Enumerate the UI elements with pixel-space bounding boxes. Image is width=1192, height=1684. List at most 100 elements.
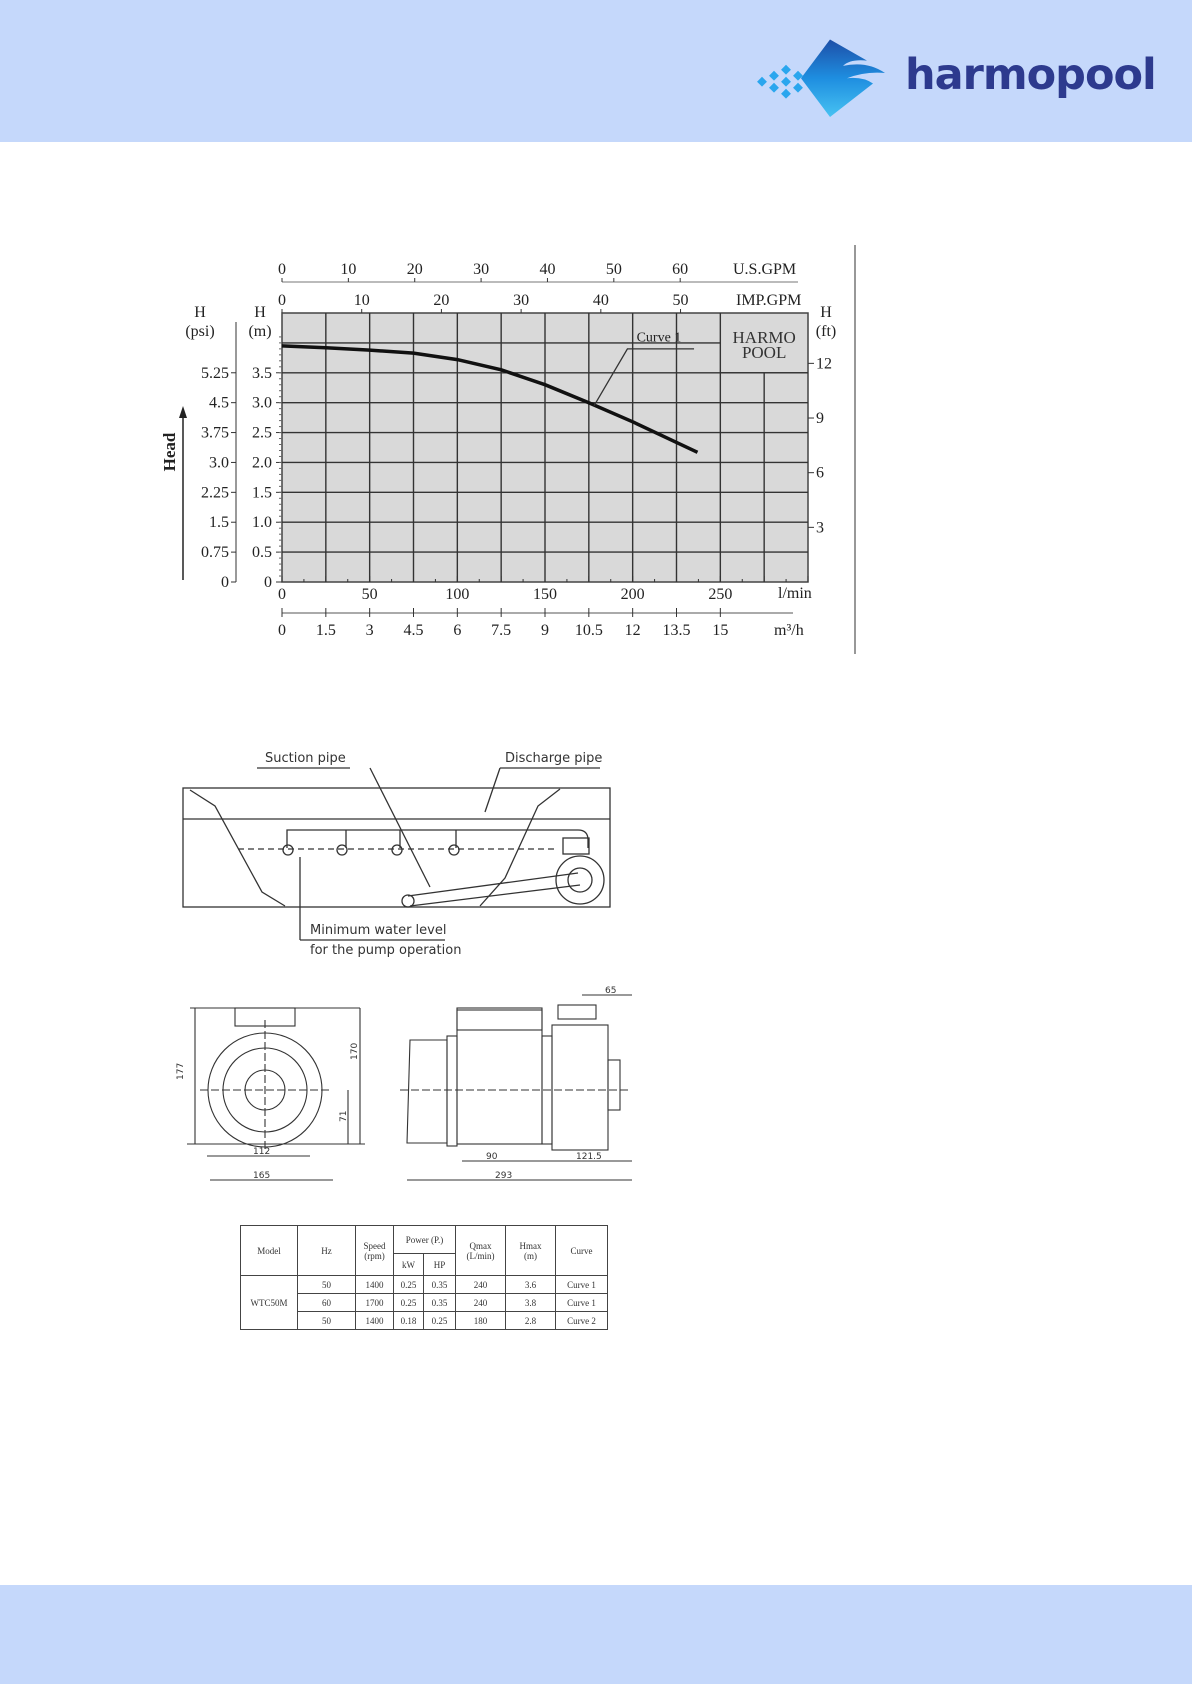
y-axis-label-ft: H xyxy=(820,304,832,321)
y-tick-label: 1.0 xyxy=(252,514,272,531)
y-tick-label: 1.5 xyxy=(252,484,272,501)
x-tick-label: 100 xyxy=(445,586,469,603)
suction-pipe-label: Suction pipe xyxy=(265,751,346,766)
th-model: Model xyxy=(240,1225,298,1276)
m3h-tick-label: 13.5 xyxy=(663,622,691,639)
psi-tick-label: 5.25 xyxy=(201,365,229,382)
dim-121-5: 121.5 xyxy=(576,1152,602,1162)
cell: 0.25 xyxy=(423,1311,456,1330)
m3h-tick-label: 12 xyxy=(625,622,641,639)
dim-90: 90 xyxy=(486,1152,498,1162)
psi-tick-label: 2.25 xyxy=(201,484,229,501)
dim-170: 170 xyxy=(350,1043,360,1060)
usgpm-tick-label: 20 xyxy=(407,261,423,278)
table-row: 50 1400 0.18 0.25 180 2.8 Curve 2 xyxy=(241,1311,608,1330)
ft-tick-label: 3 xyxy=(816,519,824,536)
cell: 50 xyxy=(297,1275,356,1294)
page-footer xyxy=(0,1585,1192,1684)
cell: 1400 xyxy=(355,1311,394,1330)
pump-icon xyxy=(555,855,605,905)
pump-front-view xyxy=(187,1007,365,1181)
cell: Curve 1 xyxy=(555,1293,608,1312)
cell: 0.25 xyxy=(393,1293,424,1312)
ft-tick-label: 9 xyxy=(816,410,824,427)
suction-pipe xyxy=(407,872,581,907)
x-tick-label: 200 xyxy=(621,586,645,603)
min-water-level-label: Minimum water level xyxy=(310,923,446,938)
cell: 1700 xyxy=(355,1293,394,1312)
table-row: WTC50M 50 1400 0.25 0.35 240 3.6 Curve 1 xyxy=(240,1275,608,1330)
cell: 50 xyxy=(297,1311,356,1330)
psi-tick-label: 0.75 xyxy=(201,544,229,561)
th-power: Power (P.) xyxy=(393,1225,456,1254)
y-axis-label-ft-unit: (ft) xyxy=(816,323,836,340)
m3h-tick-label: 1.5 xyxy=(316,622,336,639)
dim-71: 71 xyxy=(339,1111,349,1122)
usgpm-tick-label: 0 xyxy=(278,261,286,278)
m3h-tick-label: 15 xyxy=(712,622,728,639)
m3h-tick-label: 6 xyxy=(453,622,461,639)
dim-177: 177 xyxy=(176,1063,186,1080)
cell: 0.18 xyxy=(393,1311,424,1330)
series-label: Curve 1 xyxy=(637,331,682,346)
psi-tick-label: 1.5 xyxy=(209,514,229,531)
y-tick-label: 3.5 xyxy=(252,365,272,382)
th-hmax: Hmax (m) xyxy=(505,1225,556,1276)
pump-side-view xyxy=(400,994,632,1181)
discharge-pipe xyxy=(286,829,589,848)
dim-165: 165 xyxy=(253,1171,270,1181)
cell: 2.8 xyxy=(505,1311,556,1330)
ft-tick-label: 6 xyxy=(816,465,824,482)
cell: Curve 2 xyxy=(555,1311,608,1330)
th-qmax: Qmax (L/min) xyxy=(455,1225,506,1276)
x-axis-label: l/min xyxy=(778,585,812,602)
impgpm-tick-label: 0 xyxy=(278,292,286,309)
x-tick-label: 50 xyxy=(362,586,378,603)
tank-slope-right xyxy=(479,788,561,907)
usgpm-tick-label: 50 xyxy=(606,261,622,278)
th-speed: Speed (rpm) xyxy=(355,1225,394,1276)
tank-slope-left xyxy=(189,789,286,907)
m3h-tick-label: 4.5 xyxy=(404,622,424,639)
cell: 0.35 xyxy=(423,1275,456,1294)
th-hp: HP xyxy=(423,1253,456,1276)
usgpm-axis-label: U.S.GPM xyxy=(733,261,796,278)
y-tick-label: 2.0 xyxy=(252,454,272,471)
usgpm-tick-label: 40 xyxy=(539,261,555,278)
y-tick-label: 2.5 xyxy=(252,425,272,442)
cell: 60 xyxy=(297,1293,356,1312)
x-tick-label: 0 xyxy=(278,586,286,603)
harmopool-logo: harmopool xyxy=(755,36,1157,120)
series-line-curve-1 xyxy=(281,344,699,454)
cell: 0.35 xyxy=(423,1293,456,1312)
th-kw: kW xyxy=(393,1253,424,1276)
y-axis-label-psi: H xyxy=(194,304,206,321)
psi-tick-label: 0 xyxy=(221,574,229,591)
cell: 1400 xyxy=(355,1275,394,1294)
min-water-level-label-2: for the pump operation xyxy=(310,943,461,958)
watermark-pool: POOL xyxy=(742,343,786,362)
spec-table: Model Hz Speed (rpm) Power (P.) Qmax (L/mi… xyxy=(240,1225,608,1330)
usgpm-tick-label: 30 xyxy=(473,261,489,278)
th-curve: Curve xyxy=(555,1225,608,1276)
wave-diamond-logo-icon xyxy=(757,39,885,117)
impgpm-tick-label: 20 xyxy=(433,292,449,309)
y-axis-label-m-unit: (m) xyxy=(248,323,271,340)
dim-112: 112 xyxy=(253,1147,270,1157)
usgpm-tick-label: 10 xyxy=(340,261,356,278)
head-label: Head xyxy=(160,432,179,471)
discharge-pipe-label: Discharge pipe xyxy=(505,751,602,766)
cell: 180 xyxy=(455,1311,506,1330)
m3h-tick-label: 9 xyxy=(541,622,549,639)
m3h-tick-label: 10.5 xyxy=(575,622,603,639)
impgpm-tick-label: 50 xyxy=(673,292,689,309)
psi-tick-label: 4.5 xyxy=(209,395,229,412)
m3h-axis-label: m³/h xyxy=(774,622,804,639)
psi-tick-label: 3.0 xyxy=(209,454,229,471)
cell: 240 xyxy=(455,1275,506,1294)
dim-293: 293 xyxy=(495,1171,512,1181)
x-tick-label: 150 xyxy=(533,586,557,603)
m3h-tick-label: 0 xyxy=(278,622,286,639)
impgpm-axis-label: IMP.GPM xyxy=(736,292,801,309)
impgpm-tick-label: 10 xyxy=(354,292,370,309)
